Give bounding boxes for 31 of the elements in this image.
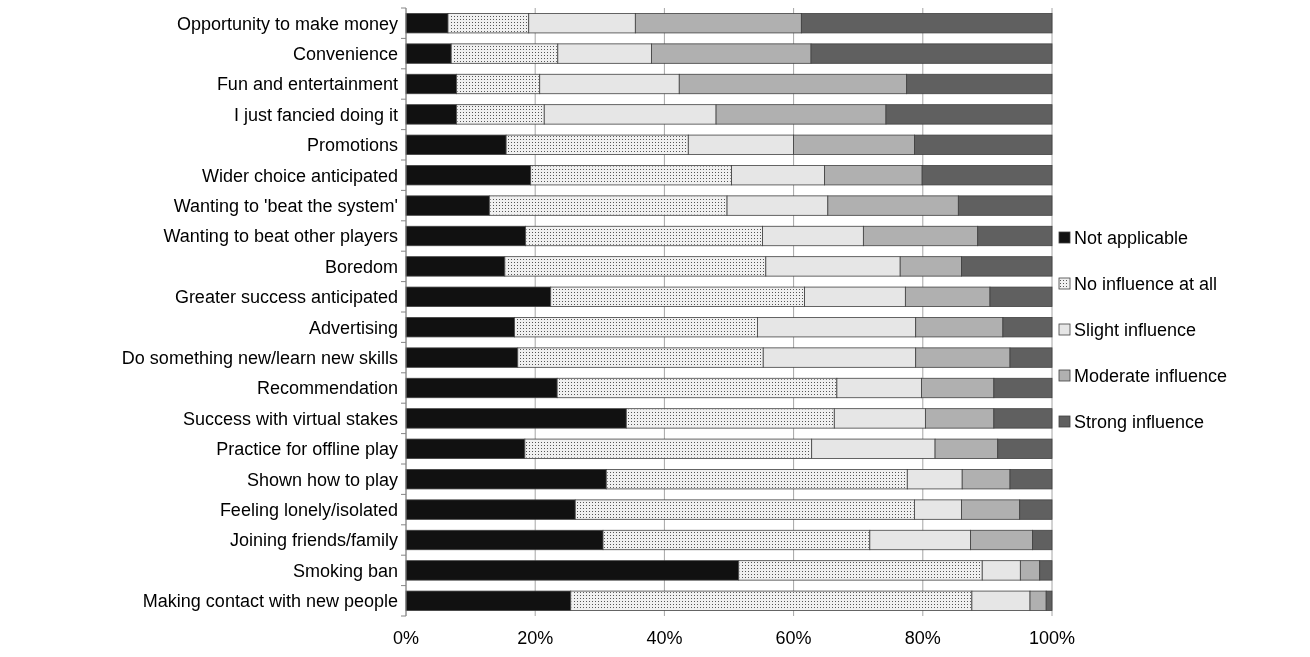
y-tick-label: Convenience — [292, 43, 398, 64]
y-tick-label: Joining friends/family — [229, 530, 398, 551]
x-tick-label: 40% — [646, 628, 683, 648]
y-tick-label: Smoking ban — [292, 560, 398, 581]
y-tick-label: Wanting to beat other players — [163, 226, 398, 247]
y-tick-label: I just fancied doing it — [233, 104, 398, 125]
legend-label: Moderate influence — [1074, 366, 1228, 387]
y-tick-label: Shown how to play — [246, 469, 398, 490]
y-tick-label: Boredom — [324, 256, 398, 277]
x-tick-label: 60% — [775, 628, 812, 648]
legend-label: Not applicable — [1074, 228, 1189, 249]
x-tick-label: 80% — [904, 628, 941, 648]
legend-label: No influence at all — [1074, 274, 1218, 295]
legend-label: Slight influence — [1074, 320, 1197, 341]
x-tick-label: 0% — [392, 628, 420, 648]
legend-label: Strong influence — [1074, 412, 1205, 433]
y-tick-label: Advertising — [308, 317, 398, 338]
y-tick-label: Recommendation — [256, 378, 398, 399]
y-tick-label: Greater success anticipated — [174, 287, 398, 308]
y-tick-label: Do something new/learn new skills — [121, 347, 398, 368]
y-tick-label: Making contact with new people — [142, 591, 398, 612]
y-tick-label: Promotions — [306, 135, 398, 156]
y-tick-label: Fun and entertainment — [216, 74, 398, 95]
x-tick-label: 100% — [1028, 628, 1076, 648]
y-tick-label: Feeling lonely/isolated — [219, 499, 398, 520]
y-tick-label: Practice for offline play — [216, 439, 398, 460]
y-tick-label: Wanting to 'beat the system' — [173, 195, 398, 216]
y-tick-label: Wider choice anticipated — [201, 165, 398, 186]
y-tick-label: Success with virtual stakes — [182, 408, 398, 429]
y-tick-label: Opportunity to make money — [176, 13, 398, 34]
x-tick-label: 20% — [517, 628, 554, 648]
